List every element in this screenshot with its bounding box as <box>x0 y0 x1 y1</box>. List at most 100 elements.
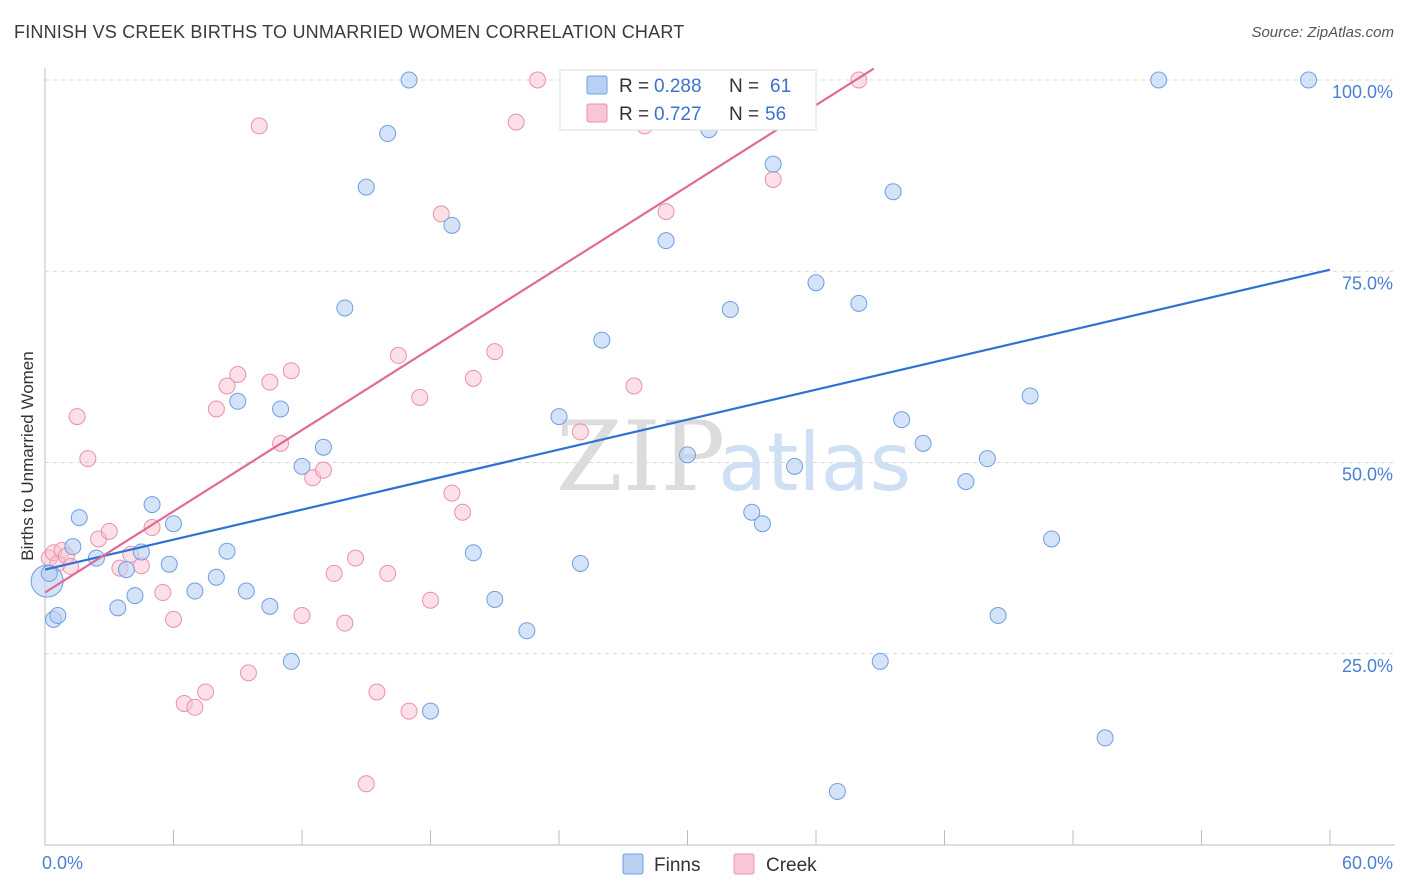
finns-point <box>571 554 589 572</box>
creek-point <box>657 203 675 221</box>
finns-point <box>893 411 911 429</box>
legend-finns-n-label: N = <box>729 76 759 97</box>
creek-point <box>261 373 279 391</box>
creek-point <box>165 610 182 628</box>
creek-point <box>347 549 365 567</box>
finns-point <box>828 782 846 800</box>
finns-point <box>379 125 397 143</box>
creek-point <box>454 503 472 521</box>
creek-point <box>154 584 172 602</box>
x-tick-label: 0.0% <box>42 853 83 873</box>
finns-point <box>314 438 332 456</box>
creek-point <box>239 664 257 682</box>
finns-point <box>786 457 804 475</box>
finns-point <box>443 216 461 234</box>
finns-point <box>743 503 761 521</box>
y-tick-label: 50.0% <box>1342 465 1393 485</box>
legend-finns-n-value: 61 <box>770 76 791 97</box>
finns-point <box>237 582 255 600</box>
finns-point <box>70 509 88 527</box>
finns-point <box>422 702 439 720</box>
finns-point <box>1043 530 1061 548</box>
watermark: ZIP atlas <box>556 401 911 513</box>
finns-point <box>679 446 696 464</box>
series-legend: Finns Creek <box>622 853 817 876</box>
creek-point <box>186 698 204 716</box>
finns-point <box>518 622 536 640</box>
bottom-legend-finns-label: Finns <box>654 855 700 876</box>
creek-point <box>507 113 525 131</box>
creek-point <box>389 346 407 364</box>
bottom-legend-finns-swatch <box>622 853 644 875</box>
finns-point <box>764 155 782 173</box>
chart-title: FINNISH VS CREEK BIRTHS TO UNMARRIED WOM… <box>14 22 685 42</box>
creek-point <box>764 170 782 188</box>
creek-point <box>229 366 247 384</box>
finns-point <box>550 408 568 426</box>
finns-point <box>1300 71 1318 89</box>
creek-point <box>422 591 439 609</box>
legend-creek-n-label: N = <box>729 104 759 125</box>
stats-legend: R = 0.288 N = 61 R = 0.727 N = 56 <box>559 69 817 131</box>
y-tick-label: 100.0% <box>1332 82 1393 102</box>
finns-point <box>486 590 504 608</box>
creek-point <box>197 683 215 701</box>
finns-point <box>49 607 67 624</box>
legend-creek-r-value: 0.727 <box>654 104 702 125</box>
creek-point <box>443 484 461 502</box>
legend-creek-swatch <box>586 103 608 123</box>
creek-point <box>79 450 97 468</box>
finns-point <box>165 515 182 533</box>
creek-point <box>282 362 300 380</box>
finns-point <box>336 299 354 317</box>
creek-point <box>100 522 118 540</box>
finns-point <box>229 392 247 410</box>
creek-point <box>336 614 354 632</box>
finns-point <box>464 544 482 562</box>
creek-point <box>529 71 547 89</box>
finns-point <box>357 178 375 196</box>
finns-point <box>1150 71 1168 89</box>
bottom-legend-creek-label: Creek <box>766 855 817 876</box>
finns-point <box>143 496 161 514</box>
creek-point <box>486 343 504 361</box>
creek-point <box>400 702 418 720</box>
creek-point <box>68 408 86 426</box>
watermark-atlas: atlas <box>718 416 911 509</box>
finns-point <box>272 400 290 418</box>
axes <box>44 68 1395 846</box>
finns-point <box>914 434 932 452</box>
finns-point <box>1021 387 1039 405</box>
creek-point <box>325 564 343 582</box>
creek-point <box>250 117 268 135</box>
finns-point <box>593 331 611 349</box>
finns-point <box>989 607 1007 624</box>
creek-point <box>218 377 236 395</box>
creek-point <box>411 388 429 406</box>
finns-point <box>884 183 902 201</box>
creek-points <box>40 71 868 793</box>
source-credit: Source: ZipAtlas.com <box>1251 24 1394 41</box>
finns-point <box>850 294 868 312</box>
creek-point <box>357 775 375 793</box>
legend-creek-n-value: 56 <box>765 104 786 125</box>
finns-trend-line <box>44 268 1331 571</box>
bottom-legend-creek-swatch <box>733 853 755 875</box>
finns-point <box>64 538 82 556</box>
creek-point <box>293 607 311 624</box>
creek-point <box>314 461 332 479</box>
finns-point <box>218 542 236 560</box>
y-tick-label: 25.0% <box>1342 656 1393 676</box>
finns-point <box>109 599 127 617</box>
finns-point <box>1096 729 1114 747</box>
creek-point <box>571 423 589 441</box>
finns-point <box>753 515 771 533</box>
finns-point <box>282 652 300 670</box>
finns-point <box>261 597 279 615</box>
legend-finns-r-value: 0.288 <box>654 76 702 97</box>
finns-point <box>978 450 996 468</box>
finns-point <box>293 457 311 475</box>
tick-labels: 25.0% 50.0% 75.0% 100.0% 0.0% 60.0% <box>42 82 1393 873</box>
creek-point <box>379 564 397 582</box>
trend-lines <box>44 67 1331 594</box>
